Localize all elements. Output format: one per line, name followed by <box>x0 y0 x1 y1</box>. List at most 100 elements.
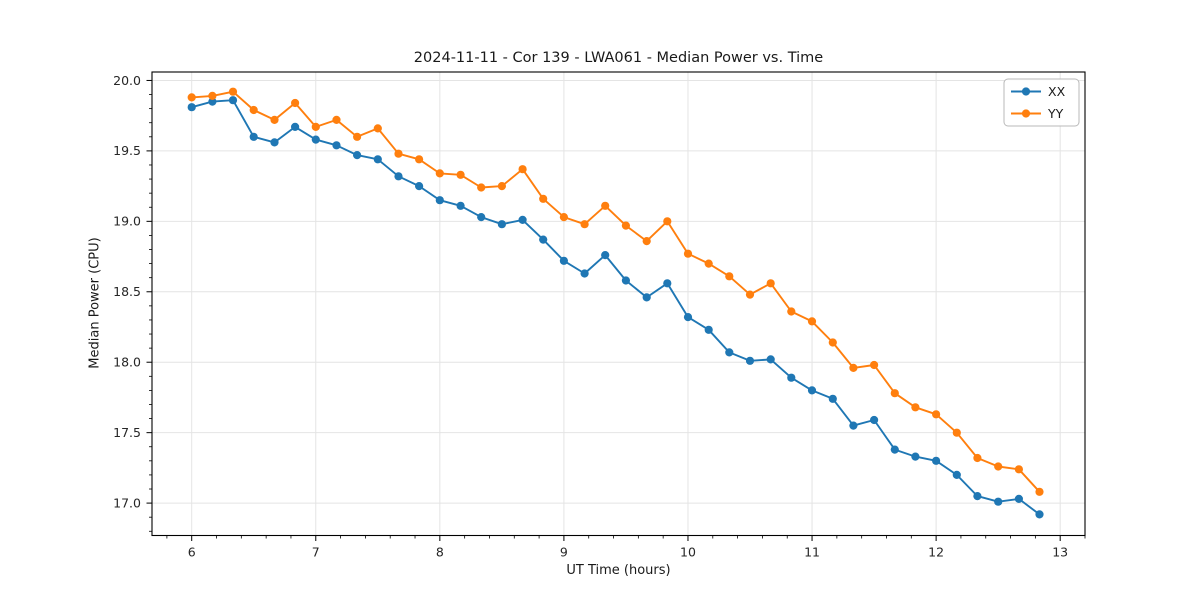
data-point-XX <box>208 97 217 106</box>
y-tick-label: 17.0 <box>113 495 141 510</box>
y-tick-label: 20.0 <box>113 73 141 88</box>
data-point-YY <box>683 249 693 258</box>
data-point-YY <box>849 363 858 372</box>
data-point-YY <box>291 98 300 108</box>
x-tick-label: 11 <box>804 545 820 560</box>
data-point-YY <box>270 115 279 124</box>
data-point-YY <box>332 115 341 124</box>
data-point-XX <box>621 276 631 285</box>
data-point-XX <box>539 235 548 244</box>
data-point-YY <box>435 169 444 178</box>
data-point-YY <box>642 237 651 246</box>
data-point-YY <box>539 194 548 203</box>
data-point-XX <box>435 196 444 205</box>
data-point-YY <box>973 453 982 463</box>
data-point-XX <box>1014 494 1024 503</box>
data-point-XX <box>766 355 775 364</box>
x-tick-label: 6 <box>188 545 196 560</box>
data-point-YY <box>766 279 775 288</box>
data-point-YY <box>477 183 486 192</box>
data-point-YY <box>187 93 196 102</box>
data-point-YY <box>870 360 879 370</box>
x-tick-label: 10 <box>680 545 696 560</box>
data-point-YY <box>394 149 403 158</box>
data-point-XX <box>911 452 920 461</box>
data-point-XX <box>228 96 238 105</box>
y-tick-label: 17.5 <box>113 425 141 440</box>
legend-label-XX: XX <box>1048 84 1066 99</box>
data-point-YY <box>601 201 610 210</box>
data-point-XX <box>291 122 300 131</box>
data-point-XX <box>787 373 796 382</box>
data-point-XX <box>932 456 941 465</box>
x-tick-label: 7 <box>312 545 320 560</box>
data-point-XX <box>807 386 817 395</box>
data-point-XX <box>642 293 651 302</box>
data-point-XX <box>353 151 362 160</box>
data-point-YY <box>745 290 755 299</box>
x-axis-label: UT Time (hours) <box>566 563 671 578</box>
legend-box <box>1003 78 1080 127</box>
data-point-YY <box>497 182 506 191</box>
x-tick-label: 8 <box>436 545 444 560</box>
data-point-XX <box>973 492 982 501</box>
data-point-YY <box>704 259 713 268</box>
data-point-YY <box>807 317 817 326</box>
data-point-YY <box>353 132 362 141</box>
data-point-XX <box>601 251 610 260</box>
data-point-XX <box>870 415 879 425</box>
data-point-YY <box>311 122 320 131</box>
y-axis-label: Median Power (CPU) <box>87 237 103 369</box>
chart-title: 2024-11-11 - Cor 139 - LWA061 - Median P… <box>413 50 824 66</box>
legend-label-YY: YY <box>1047 106 1064 121</box>
x-tick-label: 9 <box>560 545 568 560</box>
data-point-XX <box>518 215 527 224</box>
data-point-YY <box>828 338 837 347</box>
data-point-XX <box>890 445 899 454</box>
data-point-XX <box>663 279 672 288</box>
data-point-YY <box>621 221 631 230</box>
x-tick-label: 13 <box>1052 545 1068 560</box>
data-point-YY <box>932 410 941 419</box>
data-point-YY <box>208 91 217 100</box>
plot-frame <box>151 71 1086 537</box>
data-point-XX <box>456 201 465 210</box>
data-point-YY <box>580 220 589 229</box>
data-point-XX <box>952 470 961 479</box>
data-point-XX <box>559 256 569 265</box>
data-point-XX <box>580 269 589 278</box>
data-point-YY <box>1035 487 1044 496</box>
legend-marker-XX <box>1021 87 1031 96</box>
data-point-YY <box>911 403 920 412</box>
data-point-YY <box>559 213 569 222</box>
data-point-YY <box>518 165 527 174</box>
data-point-XX <box>249 132 258 141</box>
data-point-YY <box>228 87 238 96</box>
y-tick-label: 18.5 <box>113 284 141 299</box>
data-point-YY <box>787 307 796 316</box>
data-point-YY <box>373 124 382 133</box>
data-point-YY <box>890 389 899 398</box>
data-point-XX <box>683 313 693 322</box>
data-point-XX <box>394 172 403 181</box>
y-tick-label: 19.5 <box>113 143 141 158</box>
data-point-XX <box>477 213 486 222</box>
data-point-XX <box>828 394 837 403</box>
data-point-XX <box>415 182 424 191</box>
data-point-XX <box>332 141 341 150</box>
x-tick-label: 12 <box>928 545 944 560</box>
data-point-XX <box>725 348 734 357</box>
y-tick-label: 18.0 <box>113 355 141 370</box>
data-point-XX <box>373 155 382 164</box>
legend-marker-YY <box>1021 109 1031 118</box>
data-point-XX <box>1035 510 1044 519</box>
data-point-YY <box>249 105 258 115</box>
data-point-YY <box>725 272 734 281</box>
data-point-YY <box>415 155 424 164</box>
data-point-XX <box>994 497 1003 506</box>
data-point-XX <box>187 103 196 112</box>
data-point-YY <box>994 462 1003 471</box>
data-point-YY <box>663 217 672 226</box>
